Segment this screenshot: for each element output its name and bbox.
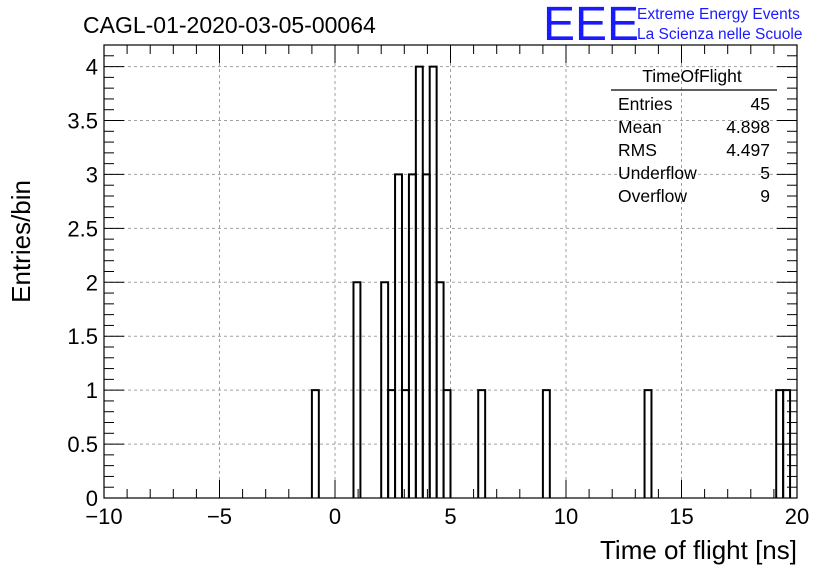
histogram-bin bbox=[394, 173, 403, 498]
histogram-bin bbox=[541, 389, 551, 498]
histogram-bin bbox=[643, 389, 653, 498]
y-tick-label: 3 bbox=[86, 162, 98, 187]
stats-value: 5 bbox=[760, 163, 770, 183]
x-tick-label: 20 bbox=[785, 504, 809, 529]
stats-label: Overflow bbox=[618, 186, 687, 206]
histogram-bin bbox=[477, 389, 487, 498]
stats-label: RMS bbox=[618, 140, 657, 160]
x-tick-label: 15 bbox=[669, 504, 693, 529]
x-axis-label: Time of flight [ns] bbox=[600, 535, 797, 565]
histogram-bin bbox=[442, 389, 452, 498]
x-tick-label: 5 bbox=[444, 504, 456, 529]
stats-value: 4.898 bbox=[726, 117, 770, 137]
stats-label: Mean bbox=[618, 117, 662, 137]
y-tick-labels: 0 0.5 1 1.5 2 2.5 3 3.5 4 bbox=[67, 55, 98, 511]
eee-logo: EEE Extreme Energy Events La Scienza nel… bbox=[543, 0, 802, 51]
logo-line-2: La Scienza nelle Scuole bbox=[637, 26, 802, 43]
stats-value: 45 bbox=[751, 94, 770, 114]
axis-ticks bbox=[103, 44, 798, 499]
x-tick-label: 10 bbox=[554, 504, 578, 529]
stats-box-title: TimeOfFlight bbox=[642, 66, 742, 86]
y-axis-label: Entries/bin bbox=[6, 180, 36, 303]
y-tick-label: 1.5 bbox=[67, 324, 98, 349]
stats-value: 9 bbox=[760, 186, 770, 206]
y-tick-label: 0.5 bbox=[67, 432, 98, 457]
chart-title: CAGL-01-2020-03-05-00064 bbox=[83, 12, 376, 38]
x-tick-label: −5 bbox=[207, 504, 232, 529]
stats-box: TimeOfFlight Entries 45 Mean 4.898 RMS 4.497 U… bbox=[611, 66, 777, 206]
y-tick-label: 1 bbox=[86, 378, 98, 403]
y-tick-label: 3.5 bbox=[67, 109, 98, 134]
stats-value: 4.497 bbox=[726, 140, 770, 160]
stats-label: Underflow bbox=[618, 163, 697, 183]
y-tick-label: 2.5 bbox=[67, 216, 98, 241]
logo-line-1: Extreme Energy Events bbox=[637, 6, 800, 23]
logo-mark: EEE bbox=[543, 0, 639, 51]
histogram-bin bbox=[352, 281, 362, 498]
grid-lines bbox=[104, 45, 797, 498]
x-tick-label: −10 bbox=[85, 504, 122, 529]
x-tick-labels: −10 −5 0 5 10 15 20 bbox=[85, 504, 809, 529]
y-tick-label: 2 bbox=[86, 270, 98, 295]
y-tick-label: 0 bbox=[86, 486, 98, 511]
stats-label: Entries bbox=[618, 94, 673, 114]
histogram-bin bbox=[310, 389, 320, 498]
x-tick-label: 0 bbox=[329, 504, 341, 529]
y-tick-label: 4 bbox=[86, 55, 98, 80]
stats-rows: Entries 45 Mean 4.898 RMS 4.497 Underflow 5 Over… bbox=[618, 94, 770, 206]
